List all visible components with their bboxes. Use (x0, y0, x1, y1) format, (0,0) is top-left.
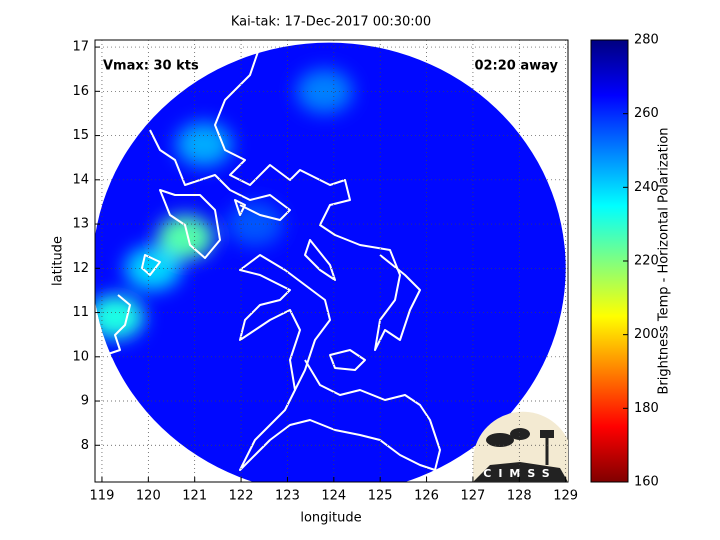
y-tick-label: 12 (72, 261, 89, 276)
chart-title: Kai-tak: 17-Dec-2017 00:30:00 (231, 15, 431, 30)
y-axis-label: latitude (51, 236, 66, 286)
coastline (234, 199, 246, 216)
y-tick-label: 10 (72, 349, 89, 364)
plot-area (95, 42, 566, 482)
coastline (95, 294, 131, 356)
x-tick-label: 121 (182, 489, 207, 504)
colorbar-label: Brightness Temp - Horizontal Polarizatio… (657, 127, 672, 394)
plot-frame (94, 39, 569, 483)
logo: CIMSS (473, 411, 568, 482)
x-tick-label: 129 (553, 489, 578, 504)
x-tick-label: 124 (321, 489, 346, 504)
coastline (329, 349, 366, 371)
logo-text: CIMSS (483, 467, 556, 480)
x-tick-label: 122 (229, 489, 254, 504)
colorbar-tick-label: 260 (634, 106, 659, 121)
y-tick-label: 8 (81, 438, 89, 453)
patch (95, 294, 144, 339)
colorbar-tick-label: 180 (634, 401, 659, 416)
colorbar-tick-label: 220 (634, 254, 659, 269)
coastline (141, 254, 161, 276)
x-tick-label: 120 (136, 489, 161, 504)
colorbar-tick-label: 160 (634, 475, 659, 490)
coastlines (95, 40, 441, 471)
y-tick-label: 11 (72, 305, 89, 320)
y-tick-label: 17 (72, 40, 89, 55)
coastline (239, 359, 441, 471)
x-tick-label: 119 (90, 489, 115, 504)
annotation: Vmax: 30 kts (103, 59, 199, 74)
annotation: 02:20 away (474, 59, 558, 74)
coastline (304, 239, 336, 281)
patches (95, 69, 353, 339)
colorbar (590, 39, 629, 483)
colorbar-tick-label: 200 (634, 327, 659, 342)
x-tick-label: 128 (507, 489, 532, 504)
coastline (159, 189, 221, 259)
patch (157, 215, 214, 260)
y-tick-label: 9 (81, 394, 89, 409)
coastline (149, 129, 291, 221)
colorbar-tick-label: 240 (634, 180, 659, 195)
y-tick-label: 13 (72, 217, 89, 232)
y-tick-label: 16 (72, 84, 89, 99)
coastline (214, 40, 421, 351)
patch (124, 246, 181, 291)
x-tick-label: 127 (461, 489, 486, 504)
x-tick-label: 126 (414, 489, 439, 504)
colorbar-tick-label: 280 (634, 33, 659, 48)
x-tick-label: 123 (275, 489, 300, 504)
coastline (239, 254, 331, 391)
y-tick-label: 14 (72, 172, 89, 187)
y-tick-label: 15 (72, 128, 89, 143)
x-tick-label: 125 (368, 489, 393, 504)
x-axis-label: longitude (300, 511, 361, 526)
patch (296, 69, 353, 114)
